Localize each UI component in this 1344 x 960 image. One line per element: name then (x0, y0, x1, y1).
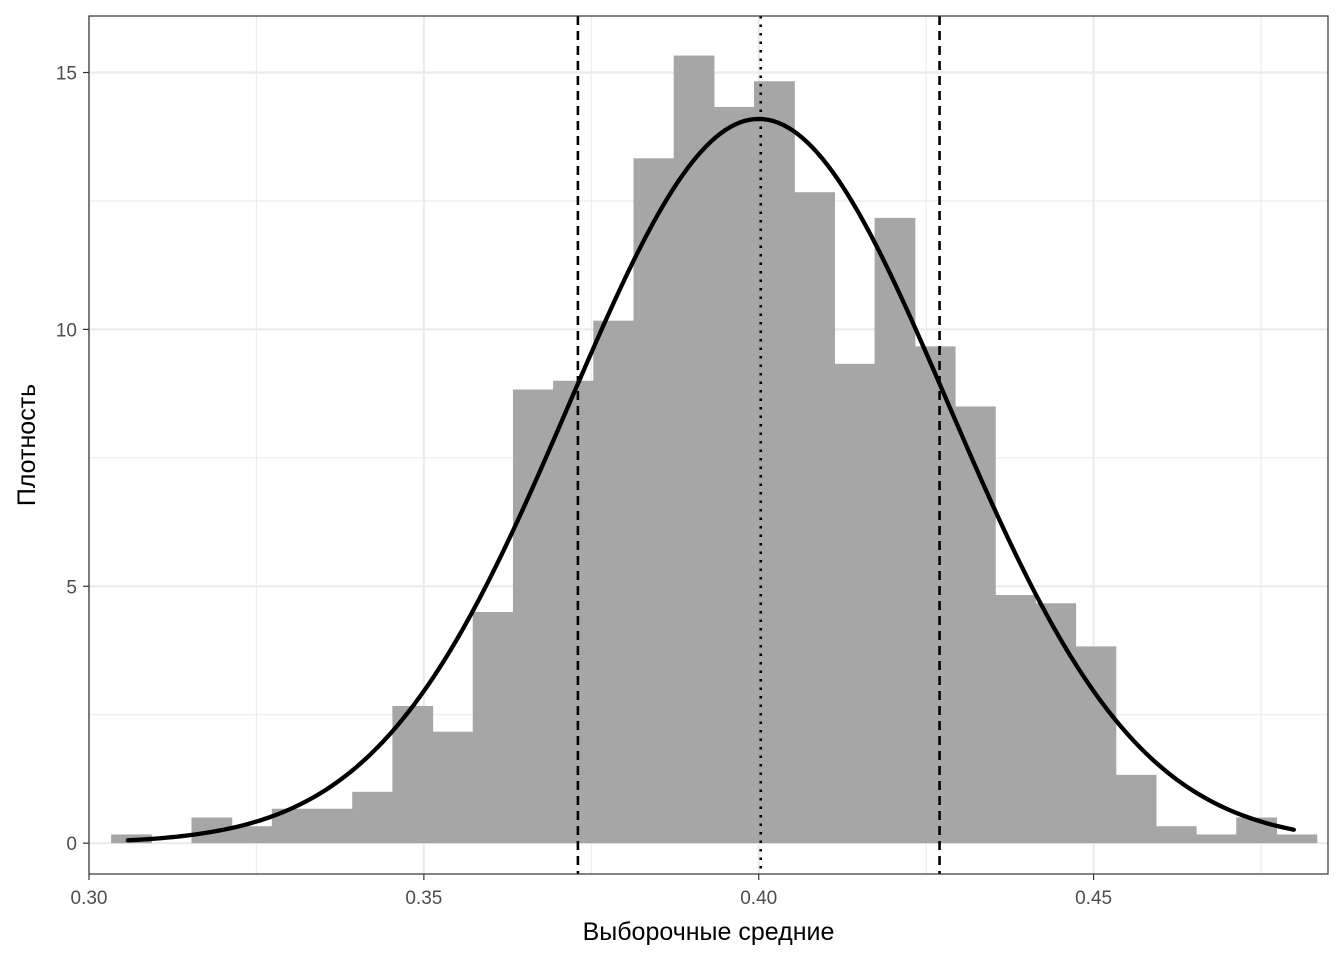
y-tick-label: 15 (56, 64, 77, 85)
y-tick-label: 0 (66, 834, 77, 855)
histogram-bar (914, 346, 956, 844)
histogram-bar (794, 192, 836, 844)
reference-lines (576, 16, 941, 874)
histogram-bar (352, 791, 393, 844)
histogram-bar (995, 595, 1036, 844)
histogram-bar (1276, 834, 1318, 844)
histogram-bar (1035, 603, 1077, 844)
histogram-bars (111, 55, 1318, 844)
histogram-bar (553, 380, 594, 844)
histogram-bar (1196, 834, 1237, 844)
histogram-bar (312, 808, 353, 844)
histogram-bar (954, 406, 996, 844)
histogram-bar (472, 611, 514, 844)
panel-border (88, 15, 1329, 875)
histogram-bar (593, 320, 635, 844)
histogram-bar (713, 106, 755, 844)
histogram-bar (1075, 646, 1117, 844)
histogram-bar (1155, 826, 1197, 844)
y-tick-label: 5 (66, 577, 77, 598)
histogram-bar (432, 731, 474, 844)
x-axis-title: Выборочные средние (583, 918, 835, 946)
x-tick-label: 0.40 (740, 888, 777, 909)
y-axis: 0 5 10 15 (56, 64, 89, 855)
histogram-bar (633, 158, 675, 844)
histogram-bar (754, 81, 795, 844)
histogram-bar (673, 55, 715, 844)
y-axis-title: Плотность (13, 384, 41, 506)
histogram-bar (231, 826, 273, 844)
density-curve (125, 116, 1296, 843)
y-tick-label: 10 (56, 320, 77, 341)
x-tick-label: 0.30 (71, 888, 108, 909)
histogram-bar (1115, 774, 1157, 844)
histogram-bar (392, 705, 434, 844)
histogram-bar (512, 389, 554, 844)
density-curve-layer (125, 116, 1296, 843)
histogram-bar (834, 363, 876, 844)
x-tick-label: 0.45 (1075, 888, 1112, 909)
histogram-bar (874, 217, 916, 844)
x-axis: 0.30 0.35 0.40 0.45 (71, 874, 1112, 909)
x-tick-label: 0.35 (405, 888, 442, 909)
